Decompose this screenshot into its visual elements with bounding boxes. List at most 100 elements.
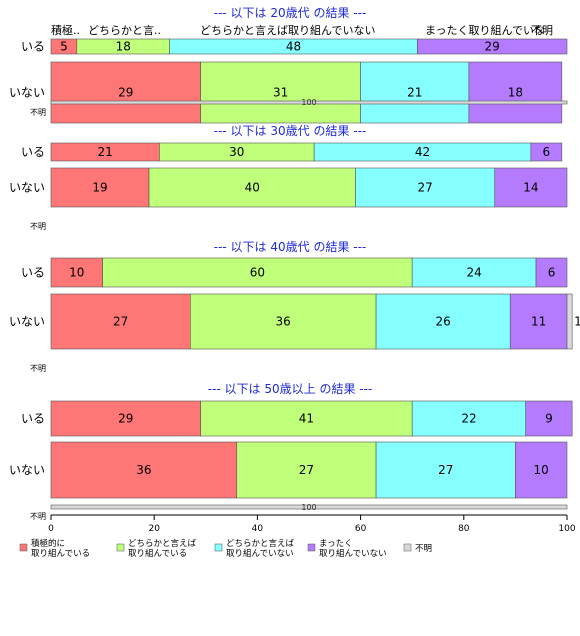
bar-value-label: 40 [245, 181, 260, 195]
bar-segment [50, 167, 150, 208]
row-label: いない [9, 86, 45, 100]
bar-segment [50, 61, 201, 124]
bar-segment [360, 61, 470, 124]
category-header-label: まったく取り組んでいな [425, 24, 545, 37]
bar-value-label: 18 [508, 86, 523, 100]
bar-segment [200, 61, 361, 124]
bar-segment [355, 167, 496, 208]
bar-value-label: 5 [60, 40, 68, 54]
bar-value-label: 6 [543, 145, 551, 159]
row-label: 不明 [30, 364, 46, 373]
bar-segment [190, 293, 377, 350]
bar-segment [50, 504, 568, 510]
bar-segment [375, 441, 516, 499]
x-tick-label: 0 [48, 524, 54, 534]
bar-value-label: 29 [118, 86, 133, 100]
bar-segment [566, 293, 573, 350]
bar-value-label: 1 [574, 315, 580, 329]
bar-value-label: 22 [461, 412, 476, 426]
bar-value-label: 30 [229, 145, 244, 159]
x-tick-label: 100 [558, 524, 575, 534]
bar-value-label: 100 [301, 98, 316, 107]
bar-value-label: 10 [69, 266, 84, 280]
x-tick-label: 80 [458, 524, 470, 534]
bar-segment [417, 38, 568, 55]
bar-value-label: 41 [299, 412, 314, 426]
bar-value-label: 31 [273, 86, 288, 100]
panel-title: --- 以下は 50歳以上 の結果 --- [208, 382, 373, 396]
panel-title: --- 以下は 40歳代 の結果 --- [214, 240, 367, 254]
bar-value-label: 100 [301, 503, 316, 512]
bar-value-label: 42 [415, 145, 430, 159]
bar-segment [375, 293, 511, 350]
bar-value-label: 29 [485, 40, 500, 54]
legend-label: まったく [319, 539, 353, 549]
legend-swatch [214, 543, 223, 552]
bar-value-label: 19 [92, 181, 107, 195]
category-header-label: 積極.. [51, 23, 80, 37]
legend-label: 取り組んでいる [128, 548, 187, 559]
legend-label: どちらかと言えば [226, 538, 295, 549]
legend-label: 取り組んでいない [226, 548, 294, 559]
x-tick-label: 60 [355, 524, 367, 534]
panel-title: --- 以下は 30歳代 の結果 --- [214, 124, 367, 138]
bar-value-label: 21 [98, 145, 113, 159]
bar-segment [50, 257, 103, 288]
bar-segment [50, 400, 201, 437]
bar-segment [50, 441, 238, 499]
bar-segment [468, 61, 563, 124]
bar-segment [535, 257, 568, 288]
row-label: いない [9, 315, 45, 329]
bar-value-label: 10 [534, 463, 549, 477]
row-label: いる [21, 40, 45, 54]
legend-swatch [116, 543, 125, 552]
bar-value-label: 27 [299, 463, 314, 477]
bar-segment [411, 400, 527, 437]
bar-value-label: 21 [407, 86, 422, 100]
bar-value-label: 18 [116, 40, 131, 54]
bar-value-label: 36 [276, 315, 291, 329]
bar-segment [509, 293, 568, 350]
row-label: 不明 [30, 108, 46, 117]
legend-label: 積極的に [31, 538, 65, 549]
category-header-label: どちらかと言えば取り組んでいない [200, 24, 375, 37]
legend-swatch [307, 543, 316, 552]
panel-title: --- 以下は 20歳代 の結果 --- [214, 6, 367, 20]
bar-segment [148, 167, 356, 208]
row-label: いる [21, 266, 45, 280]
bar-value-label: 9 [545, 412, 553, 426]
legend-label: 不明 [415, 544, 432, 554]
bar-value-label: 6 [548, 266, 556, 280]
bar-value-label: 24 [466, 266, 481, 280]
bar-segment [50, 293, 191, 350]
bar-value-label: 60 [250, 266, 265, 280]
row-label: いる [21, 145, 45, 159]
row-label: 不明 [30, 512, 46, 521]
row-label: いない [9, 181, 45, 195]
category-header-label: どちらかと言.. [88, 24, 161, 37]
legend-label: 取り組んでいる [31, 548, 90, 559]
row-label: 不明 [30, 222, 46, 231]
bar-value-label: 36 [136, 463, 151, 477]
x-tick-label: 20 [148, 524, 160, 534]
bar-segment [525, 400, 573, 437]
bar-value-label: 27 [417, 181, 432, 195]
bar-segment [50, 100, 568, 105]
legend-label: 取り組んでいない [319, 548, 387, 559]
x-tick-label: 40 [252, 524, 264, 534]
row-label: いない [9, 463, 45, 477]
legend-label: どちらかと言えば [128, 538, 197, 549]
bar-value-label: 26 [436, 315, 451, 329]
bar-value-label: 48 [286, 40, 301, 54]
bar-value-label: 14 [523, 181, 538, 195]
bar-segment [494, 167, 568, 208]
bar-value-label: 11 [531, 315, 546, 329]
bar-value-label: 29 [118, 412, 133, 426]
bar-segment [200, 400, 413, 437]
bar-value-label: 27 [438, 463, 453, 477]
bar-segment [530, 142, 563, 162]
bar-value-label: 27 [113, 315, 128, 329]
legend-swatch [403, 543, 412, 552]
row-label: いる [21, 412, 45, 426]
category-header-label: 不明 [531, 24, 553, 37]
